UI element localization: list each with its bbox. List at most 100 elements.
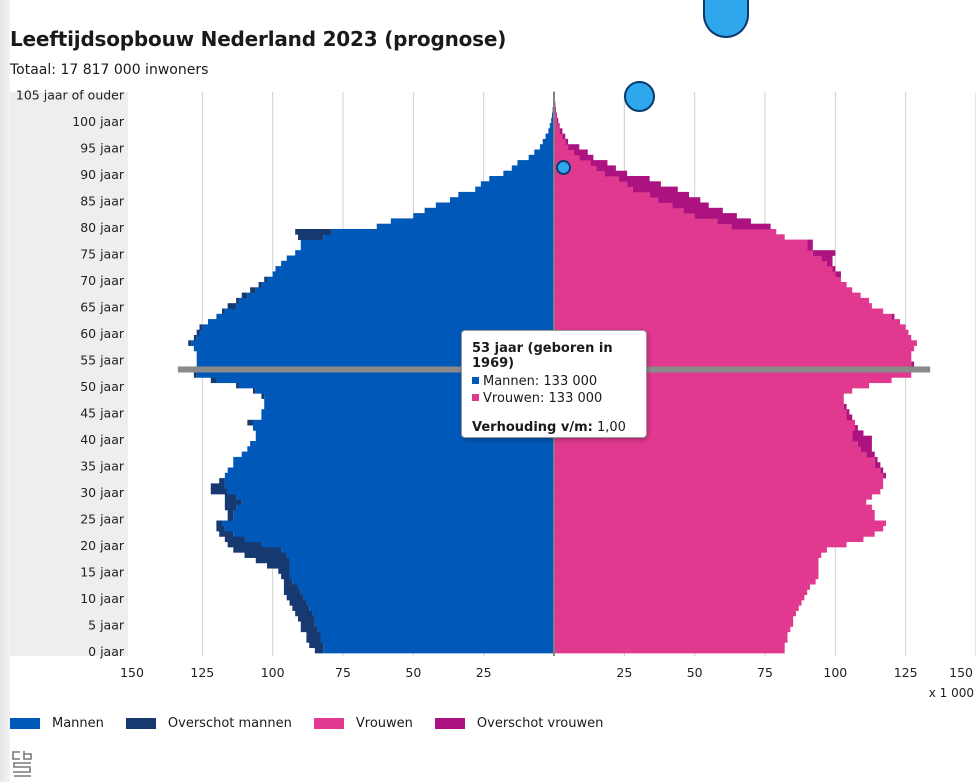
bar-overschot-vrouwen[interactable] <box>852 435 872 442</box>
bar-vrouwen[interactable] <box>554 626 791 633</box>
bar-overschot-vrouwen[interactable] <box>632 186 678 193</box>
bar-mannen[interactable] <box>238 297 554 304</box>
bar-mannen[interactable] <box>255 430 554 437</box>
bar-mannen[interactable] <box>449 197 554 203</box>
bar-vrouwen[interactable] <box>554 488 881 495</box>
bar-mannen[interactable] <box>216 377 554 384</box>
bar-mannen[interactable] <box>458 191 554 198</box>
bar-mannen[interactable] <box>275 266 554 272</box>
bar-vrouwen[interactable] <box>554 600 802 606</box>
bar-vrouwen[interactable] <box>554 313 892 320</box>
bar-overschot-mannen[interactable] <box>210 377 217 384</box>
bar-overschot-mannen[interactable] <box>261 393 265 399</box>
bar-vrouwen[interactable] <box>554 340 917 346</box>
bar-overschot-mannen[interactable] <box>196 329 200 336</box>
bar-vrouwen[interactable] <box>554 499 867 505</box>
bar-mannen[interactable] <box>300 239 554 246</box>
bar-mannen[interactable] <box>300 589 554 596</box>
bar-vrouwen[interactable] <box>554 250 813 256</box>
bar-overschot-vrouwen[interactable] <box>826 260 833 267</box>
bar-vrouwen[interactable] <box>554 292 861 299</box>
bar-vrouwen[interactable] <box>554 223 732 230</box>
bar-mannen[interactable] <box>233 456 554 463</box>
bar-vrouwen[interactable] <box>554 123 559 129</box>
bar-overschot-vrouwen[interactable] <box>672 202 709 209</box>
bar-vrouwen[interactable] <box>554 403 844 410</box>
bar-mannen[interactable] <box>317 626 554 633</box>
bar-overschot-mannen[interactable] <box>210 488 228 495</box>
bar-overschot-vrouwen[interactable] <box>562 133 566 140</box>
bar-mannen[interactable] <box>303 594 554 601</box>
bar-mannen[interactable] <box>376 223 554 230</box>
bar-overschot-vrouwen[interactable] <box>852 430 864 437</box>
bar-vrouwen[interactable] <box>554 446 861 452</box>
bar-vrouwen[interactable] <box>554 287 853 293</box>
bar-mannen[interactable] <box>264 398 554 405</box>
bar-vrouwen[interactable] <box>554 181 628 187</box>
bar-overschot-vrouwen[interactable] <box>807 244 813 251</box>
bar-vrouwen[interactable] <box>554 441 858 447</box>
bar-vrouwen[interactable] <box>554 329 909 336</box>
bar-mannen[interactable] <box>286 552 554 558</box>
bar-vrouwen[interactable] <box>554 229 777 235</box>
bar-overschot-mannen[interactable] <box>236 297 239 304</box>
bar-vrouwen[interactable] <box>554 335 912 341</box>
bar-mannen[interactable] <box>224 525 554 532</box>
bar-overschot-mannen[interactable] <box>278 568 290 574</box>
bar-mannen[interactable] <box>297 584 554 590</box>
bar-mannen[interactable] <box>238 382 554 389</box>
bar-vrouwen[interactable] <box>554 186 633 193</box>
bar-mannen[interactable] <box>309 605 554 611</box>
bar-vrouwen[interactable] <box>554 324 906 331</box>
bar-overschot-mannen[interactable] <box>193 335 197 341</box>
bar-mannen[interactable] <box>323 234 554 240</box>
bar-vrouwen[interactable] <box>554 409 847 415</box>
bar-vrouwen[interactable] <box>554 578 816 585</box>
bar-mannen[interactable] <box>320 637 554 643</box>
bar-vrouwen[interactable] <box>554 478 884 484</box>
bar-overschot-mannen[interactable] <box>216 525 225 532</box>
bar-overschot-vrouwen[interactable] <box>911 361 915 368</box>
bar-vrouwen[interactable] <box>554 133 563 140</box>
bar-mannen[interactable] <box>289 562 554 569</box>
bar-overschot-vrouwen[interactable] <box>835 271 841 278</box>
bar-vrouwen[interactable] <box>554 462 875 468</box>
bar-overschot-vrouwen[interactable] <box>683 207 723 214</box>
bar-mannen[interactable] <box>196 356 554 362</box>
bar-overschot-vrouwen[interactable] <box>846 409 850 415</box>
bar-mannen[interactable] <box>331 229 554 235</box>
bar-overschot-vrouwen[interactable] <box>832 266 836 272</box>
bar-vrouwen[interactable] <box>554 388 853 394</box>
bar-vrouwen[interactable] <box>554 430 853 437</box>
bar-overschot-vrouwen[interactable] <box>556 117 559 124</box>
bar-vrouwen[interactable] <box>554 260 827 267</box>
bar-vrouwen[interactable] <box>554 297 870 304</box>
bar-overschot-vrouwen[interactable] <box>855 425 858 431</box>
bar-vrouwen[interactable] <box>554 255 822 262</box>
bar-vrouwen[interactable] <box>554 504 872 511</box>
bar-overschot-mannen[interactable] <box>219 478 225 484</box>
bar-mannen[interactable] <box>390 218 554 225</box>
bar-mannen[interactable] <box>281 547 554 553</box>
bar-mannen[interactable] <box>261 414 554 421</box>
bar-mannen[interactable] <box>236 303 555 309</box>
bar-mannen[interactable] <box>289 568 554 574</box>
bar-overschot-vrouwen[interactable] <box>883 472 886 479</box>
bar-overschot-vrouwen[interactable] <box>596 165 616 172</box>
bar-overschot-mannen[interactable] <box>250 287 256 293</box>
bar-mannen[interactable] <box>503 170 554 177</box>
bar-overschot-mannen[interactable] <box>267 562 290 569</box>
bar-vrouwen[interactable] <box>554 584 811 590</box>
bar-overschot-mannen[interactable] <box>281 573 290 580</box>
bar-vrouwen[interactable] <box>554 149 574 156</box>
bar-mannen[interactable] <box>264 393 554 399</box>
bar-mannen[interactable] <box>289 573 554 580</box>
bar-vrouwen[interactable] <box>554 515 875 521</box>
bar-overschot-vrouwen[interactable] <box>579 154 594 161</box>
bar-vrouwen[interactable] <box>554 536 864 543</box>
bar-overschot-mannen[interactable] <box>241 292 248 299</box>
bar-vrouwen[interactable] <box>554 414 847 421</box>
bar-overschot-vrouwen[interactable] <box>618 176 650 182</box>
bar-vrouwen[interactable] <box>554 239 808 246</box>
bar-overschot-vrouwen[interactable] <box>866 451 875 458</box>
